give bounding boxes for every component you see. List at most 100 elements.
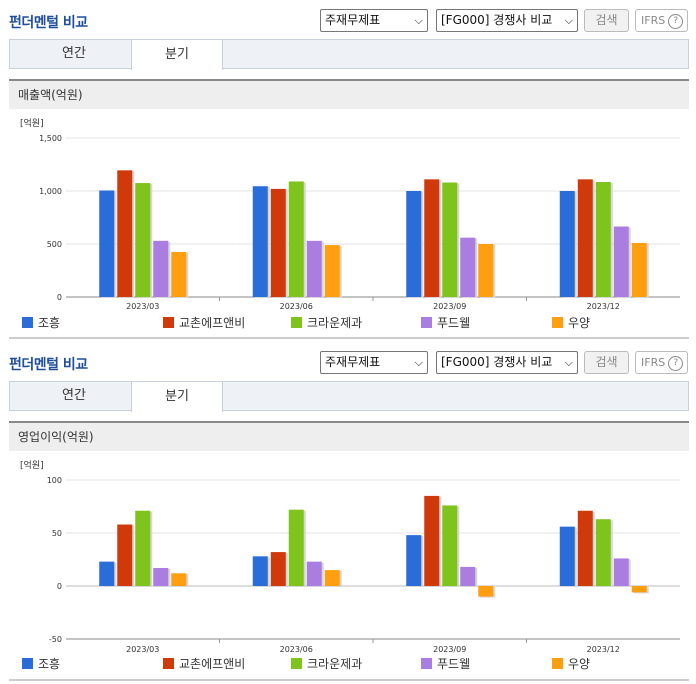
search-button[interactable]: 검색	[584, 351, 629, 374]
section-title: 매출액(억원)	[9, 79, 689, 109]
x-tick-label: 2023/09	[433, 302, 466, 311]
ifrs-help-button[interactable]: IFRS?	[635, 9, 688, 32]
bar	[99, 190, 115, 297]
x-tick-label: 2023/09	[433, 645, 466, 654]
bar	[631, 242, 647, 297]
y-tick-label: 500	[47, 240, 62, 249]
y-tick-label: 0	[57, 582, 62, 591]
y-tick-label: 0	[57, 293, 62, 302]
bar	[117, 524, 133, 586]
y-tick-label: 1,000	[39, 187, 62, 196]
legend-item[interactable]: 교촌에프앤비	[163, 655, 245, 672]
revenue-chart: [억원] 0 500 1,000 1,500 2023/03 2023/06 2023/09 2…	[20, 117, 680, 311]
legend-label: 조흥	[38, 657, 61, 671]
legend-item[interactable]: 크라운제과	[291, 655, 362, 672]
tab-annual[interactable]: 연간	[62, 46, 86, 61]
legend-item[interactable]: 조흥	[22, 314, 60, 331]
legend-swatch	[552, 658, 563, 669]
legend-item[interactable]: 조흥	[22, 655, 60, 672]
legend-item[interactable]: 푸드웰	[421, 655, 470, 672]
x-tick-label: 2023/12	[587, 302, 620, 311]
bar	[406, 191, 422, 297]
legend-label: 조흥	[38, 316, 61, 330]
legend-label: 교촌에프앤비	[179, 316, 246, 330]
peer-select[interactable]: [FG000] 경쟁사 비교 ⌵	[436, 351, 578, 374]
legend-item[interactable]: 우양	[552, 655, 590, 672]
legend-label: 푸드웰	[437, 316, 471, 330]
bar	[595, 519, 611, 586]
bar	[117, 170, 133, 297]
legend-swatch	[22, 317, 33, 328]
chevron-down-icon: ⌵	[414, 356, 423, 369]
bar	[424, 495, 440, 586]
bar	[460, 566, 476, 586]
panel-header: 펀더멘털 비교 주재무제표 ⌵ [FG000] 경쟁사 비교 ⌵ 검색 IFRS…	[0, 0, 696, 34]
legend-label: 푸드웰	[437, 657, 471, 671]
bar	[135, 510, 151, 586]
legend-label: 우양	[568, 316, 591, 330]
operating-profit-chart: [억원] -50 0 50 100 2023/03 2023/06 2023/09 2023/1…	[20, 459, 680, 654]
chevron-down-icon: ⌵	[414, 14, 423, 27]
legend-label: 교촌에프앤비	[179, 657, 246, 671]
legend-label: 크라운제과	[307, 657, 363, 671]
question-icon: ?	[668, 13, 684, 29]
bar	[324, 245, 340, 297]
bar	[577, 179, 593, 297]
legend-swatch	[22, 658, 33, 669]
bar	[613, 226, 629, 297]
search-button[interactable]: 검색	[584, 9, 629, 32]
legend-item[interactable]: 교촌에프앤비	[163, 314, 245, 331]
panel-divider	[9, 337, 689, 339]
legend-item[interactable]: 푸드웰	[421, 314, 470, 331]
tab-quarterly[interactable]: 분기	[131, 381, 223, 412]
x-tick-label: 2023/12	[587, 645, 620, 654]
x-tick-label: 2023/06	[280, 645, 313, 654]
tab-annual[interactable]: 연간	[62, 388, 86, 403]
bar	[171, 573, 187, 586]
y-axis-label: [억원]	[20, 117, 44, 129]
y-tick-label: -50	[49, 635, 62, 644]
legend-swatch	[163, 658, 174, 669]
ifrs-help-button[interactable]: IFRS?	[635, 351, 688, 374]
legend-swatch	[421, 317, 432, 328]
bar	[99, 561, 115, 586]
bar	[559, 526, 575, 586]
bar	[306, 561, 322, 586]
x-tick-label: 2023/06	[280, 302, 313, 311]
bar	[306, 240, 322, 297]
bar	[153, 240, 169, 297]
bar	[270, 188, 286, 297]
bar	[595, 181, 611, 297]
panel-title: 펀더멘털 비교	[9, 357, 88, 373]
statement-select-value: 주재무제표	[325, 355, 381, 369]
legend-item[interactable]: 우양	[552, 314, 590, 331]
panel-title: 펀더멘털 비교	[9, 15, 88, 31]
peer-select-value: [FG000] 경쟁사 비교	[441, 355, 553, 369]
ifrs-label: IFRS	[641, 356, 666, 369]
y-tick-label: 50	[52, 529, 62, 538]
legend-item[interactable]: 크라운제과	[291, 314, 362, 331]
bar	[442, 182, 458, 297]
y-tick-label: 1,500	[39, 134, 62, 143]
legend-swatch	[163, 317, 174, 328]
ifrs-label: IFRS	[641, 14, 666, 27]
y-tick-label: 100	[47, 476, 62, 485]
legend-swatch	[552, 317, 563, 328]
legend-label: 우양	[568, 657, 591, 671]
panel-header: 펀더멘털 비교 주재무제표 ⌵ [FG000] 경쟁사 비교 ⌵ 검색 IFRS…	[0, 342, 696, 376]
statement-select[interactable]: 주재무제표 ⌵	[320, 9, 428, 32]
statement-select[interactable]: 주재무제표 ⌵	[320, 351, 428, 374]
tab-quarterly[interactable]: 분기	[131, 39, 223, 70]
chevron-down-icon: ⌵	[564, 14, 573, 27]
bar	[406, 535, 422, 586]
peer-select-value: [FG000] 경쟁사 비교	[441, 13, 553, 27]
y-axis-label: [억원]	[20, 459, 44, 471]
bar	[559, 191, 575, 297]
bar	[460, 237, 476, 297]
x-tick-label: 2023/03	[126, 645, 159, 654]
section-title: 영업이익(억원)	[9, 421, 689, 451]
panel-divider	[9, 679, 689, 681]
bar	[424, 179, 440, 297]
x-tick-label: 2023/03	[126, 302, 159, 311]
peer-select[interactable]: [FG000] 경쟁사 비교 ⌵	[436, 9, 578, 32]
